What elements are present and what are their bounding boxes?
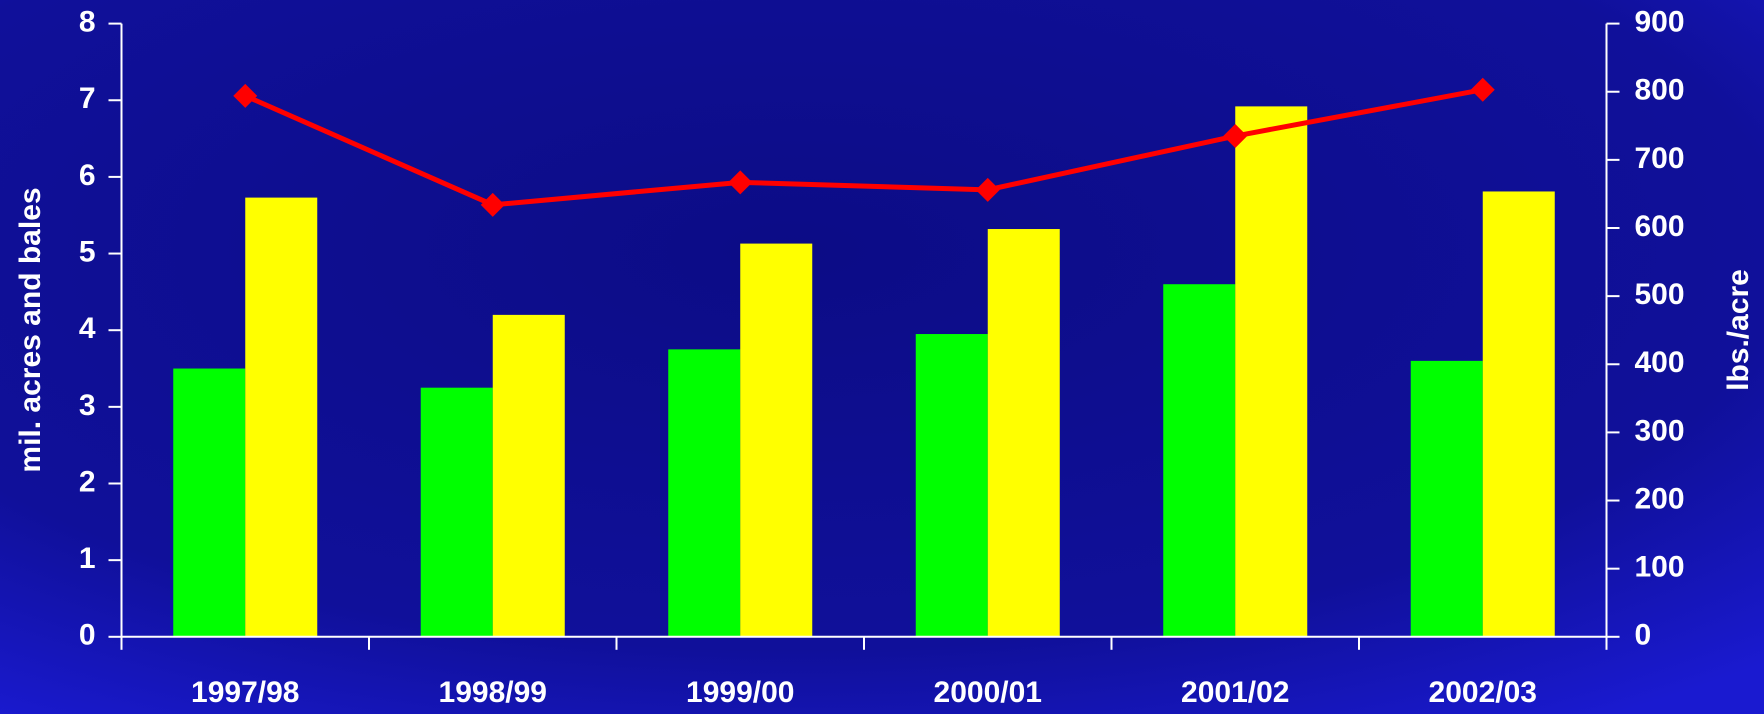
line-marker [1470,77,1495,102]
y2-axis-label: lbs./acre [1722,269,1755,391]
bar [420,387,493,637]
bar [1410,360,1483,637]
y-tick-label: 2 [79,465,96,498]
y-tick-label: 4 [79,312,96,345]
y-tick-label: 8 [79,6,96,39]
line-marker [728,170,753,195]
bar [740,243,813,637]
bar [1163,284,1236,637]
y2-tick-label: 0 [1635,619,1652,652]
x-tick-label: 1999/00 [686,676,794,709]
line-marker [1223,124,1248,149]
line-marker [975,177,1000,202]
y2-tick-label: 200 [1635,482,1685,515]
y-tick-label: 1 [79,542,96,575]
y-tick-label: 0 [79,619,96,652]
y2-tick-label: 800 [1635,74,1685,107]
y2-tick-label: 700 [1635,142,1685,175]
bar [1235,106,1308,637]
y2-tick-label: 500 [1635,278,1685,311]
line-marker [233,83,258,108]
x-tick-label: 2002/03 [1429,676,1537,709]
y2-tick-label: 300 [1635,414,1685,447]
y-tick-label: 5 [79,235,96,268]
bar [1482,191,1555,637]
y-tick-label: 6 [79,159,96,192]
bar [173,368,246,637]
bar [668,349,741,637]
y2-tick-label: 900 [1635,6,1685,39]
x-tick-label: 1998/99 [439,676,547,709]
line-marker [480,192,505,217]
y2-tick-label: 600 [1635,210,1685,243]
bar [915,334,988,637]
bar [987,229,1060,637]
y-tick-label: 3 [79,389,96,422]
line [244,87,1484,208]
bar [492,314,565,637]
y2-tick-label: 100 [1635,551,1685,584]
bar [245,197,318,637]
x-tick-label: 1997/98 [191,676,299,709]
y2-tick-label: 400 [1635,346,1685,379]
x-tick-label: 2000/01 [934,676,1042,709]
y-tick-label: 7 [79,82,96,115]
x-tick-label: 2001/02 [1181,676,1289,709]
y-axis-label: mil. acres and bales [14,187,47,472]
